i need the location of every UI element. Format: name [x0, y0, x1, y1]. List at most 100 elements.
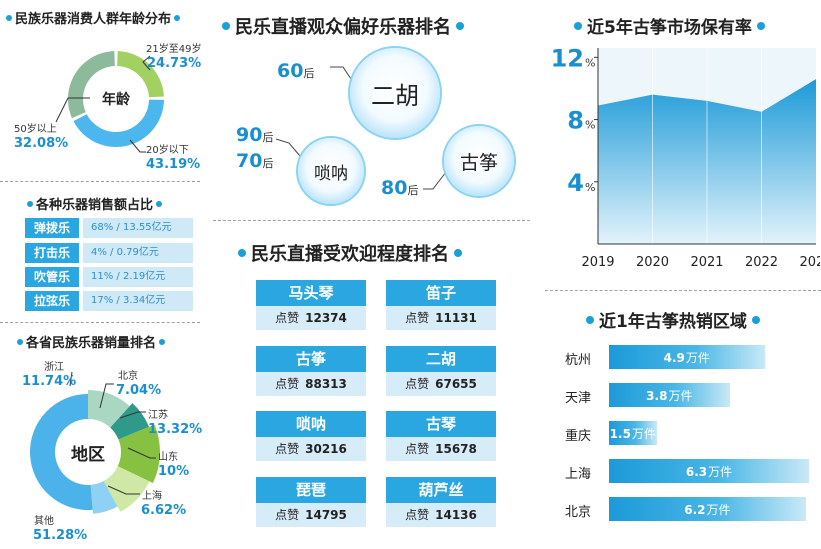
likes-label: 点赞 [275, 508, 300, 522]
rank-card-name: 笛子 [386, 280, 496, 306]
sales-value: 4% / 0.79亿元 [83, 243, 193, 263]
sales-row: 拉弦乐 17% / 3.34亿元 [25, 291, 193, 311]
region-name: 重庆 [565, 429, 592, 444]
region-bar: 6.2万件 [609, 497, 806, 521]
y-tick-label: 4 [567, 169, 584, 197]
bullet-dot-icon [454, 249, 462, 257]
rank-card: 二胡 点赞 67655 [386, 346, 496, 396]
bullet-dot-icon [27, 200, 33, 207]
likes-label: 点赞 [405, 377, 430, 391]
sales-panel-title-text: 各种乐器销售额占比 [36, 198, 154, 213]
bullet-dot-icon [156, 200, 163, 207]
rank-card-name: 葫芦丝 [386, 477, 496, 503]
likes-value: 14795 [305, 508, 347, 522]
x-tick-label: 2020 [636, 255, 669, 270]
donut-slice-3 [103, 466, 150, 512]
province-value-jiangsu: 13.32% [148, 422, 203, 437]
sales-value: 11% / 2.19亿元 [83, 267, 193, 287]
sales-amount: 13.55 [122, 222, 152, 233]
province-label-shandong: 山东 [158, 452, 178, 463]
leader-under20 [129, 139, 146, 153]
sales-unit: 亿元 [138, 247, 159, 258]
sales-row: 弹拨乐 68% / 13.55亿元 [25, 218, 193, 238]
generation-suffix: 后 [262, 157, 274, 170]
leader-21-49 [142, 55, 151, 71]
rank-panel-title: 民乐直播受欢迎程度排名 [238, 240, 462, 266]
generation-value: 90 [236, 124, 263, 146]
province-label-zhejiang: 浙江 [44, 362, 64, 373]
likes-value: 30216 [305, 442, 347, 456]
bullet-dot-icon [17, 338, 23, 345]
likes-label: 点赞 [275, 377, 300, 391]
region-panel-title-text: 近1年古筝热销区域 [599, 312, 747, 332]
province-center-label: 地区 [71, 445, 105, 465]
bullet-dot-icon [6, 14, 12, 21]
region-value: 6.3万件 [685, 464, 733, 479]
bubble-erhu: 二胡 [350, 48, 440, 138]
sales-value: 68% / 13.55亿元 [83, 218, 193, 238]
bullet-dot-icon [586, 315, 594, 324]
age-label-21-49: 21岁至49岁 [146, 44, 202, 55]
generation-value: 70 [236, 150, 263, 172]
region-value: 6.2万件 [684, 502, 731, 517]
likes-label: 点赞 [275, 311, 300, 325]
rank-card: 笛子 点赞 11131 [386, 280, 496, 330]
donut-slice-2 [117, 424, 161, 484]
age-value-50plus: 32.08% [14, 136, 69, 151]
bullet-dot-icon [238, 249, 246, 257]
region-unit: 万件 [706, 502, 731, 517]
donut-slice-5 [30, 394, 93, 510]
likes-label: 点赞 [405, 442, 430, 456]
age-label-under20: 20岁以下 [146, 145, 189, 156]
rank-card-name: 古琴 [386, 411, 496, 437]
sales-name: 拉弦乐 [25, 291, 79, 311]
bullet-dot-icon [159, 338, 166, 345]
donut-slice-0 [88, 390, 130, 428]
age-donut-chart [55, 51, 164, 153]
bullet-dot-icon [222, 22, 230, 30]
region-name: 杭州 [565, 353, 592, 368]
rank-card-likes: 点赞 12374 [256, 306, 366, 330]
likes-value: 15678 [435, 442, 477, 456]
generation-label: 90后 [236, 124, 273, 146]
rank-card-likes: 点赞 14136 [386, 503, 496, 527]
age-center-label: 年龄 [102, 92, 130, 108]
likes-value: 12374 [305, 311, 347, 325]
rank-card-name: 马头琴 [256, 280, 366, 306]
leader-50plus [55, 97, 90, 123]
likes-value: 67655 [435, 377, 477, 391]
y-tick-label: 8 [567, 107, 584, 135]
sales-name: 弹拨乐 [25, 218, 79, 238]
generation-value: 60 [277, 60, 304, 82]
x-tick-label: 2021 [690, 255, 723, 270]
rank-card: 古琴 点赞 15678 [386, 411, 496, 461]
province-panel-title: 各省民族乐器销量排名 [17, 332, 166, 351]
generation-value: 80 [381, 177, 408, 199]
bullet-dot-icon [174, 14, 181, 21]
leader-shandong [127, 447, 156, 459]
left-divider-1 [0, 181, 200, 182]
age-label-50plus: 50岁以上 [14, 124, 57, 135]
leader-zhejiang [69, 371, 73, 387]
rank-card-likes: 点赞 11131 [386, 306, 496, 330]
region-name: 天津 [565, 391, 592, 406]
rank-card-likes: 点赞 67655 [386, 372, 496, 396]
x-tick-label: 2022 [745, 255, 778, 270]
age-value-under20: 43.19% [146, 157, 201, 172]
bubble-guzheng-label: 古筝 [459, 151, 498, 174]
region-value: 3.8万件 [646, 388, 693, 403]
generation-label: 70后 [236, 150, 273, 172]
bubble-connector-lines [275, 66, 447, 190]
likes-label: 点赞 [275, 442, 300, 456]
sales-share: 17% [91, 295, 114, 306]
bubble-panel-title: 民乐直播观众偏好乐器排名 [222, 13, 464, 39]
sales-share: 68% [91, 222, 114, 233]
bullet-dot-icon [756, 21, 765, 30]
sales-unit: 亿元 [151, 222, 172, 233]
age-panel-title-text: 民族乐器消费人群年龄分布 [15, 12, 172, 27]
sales-row: 吹管乐 11% / 2.19亿元 [25, 267, 193, 287]
rank-card-likes: 点赞 15678 [386, 437, 496, 461]
bullet-dot-icon [456, 22, 464, 30]
likes-value: 14136 [435, 508, 477, 522]
rank-card-name: 二胡 [386, 346, 496, 372]
